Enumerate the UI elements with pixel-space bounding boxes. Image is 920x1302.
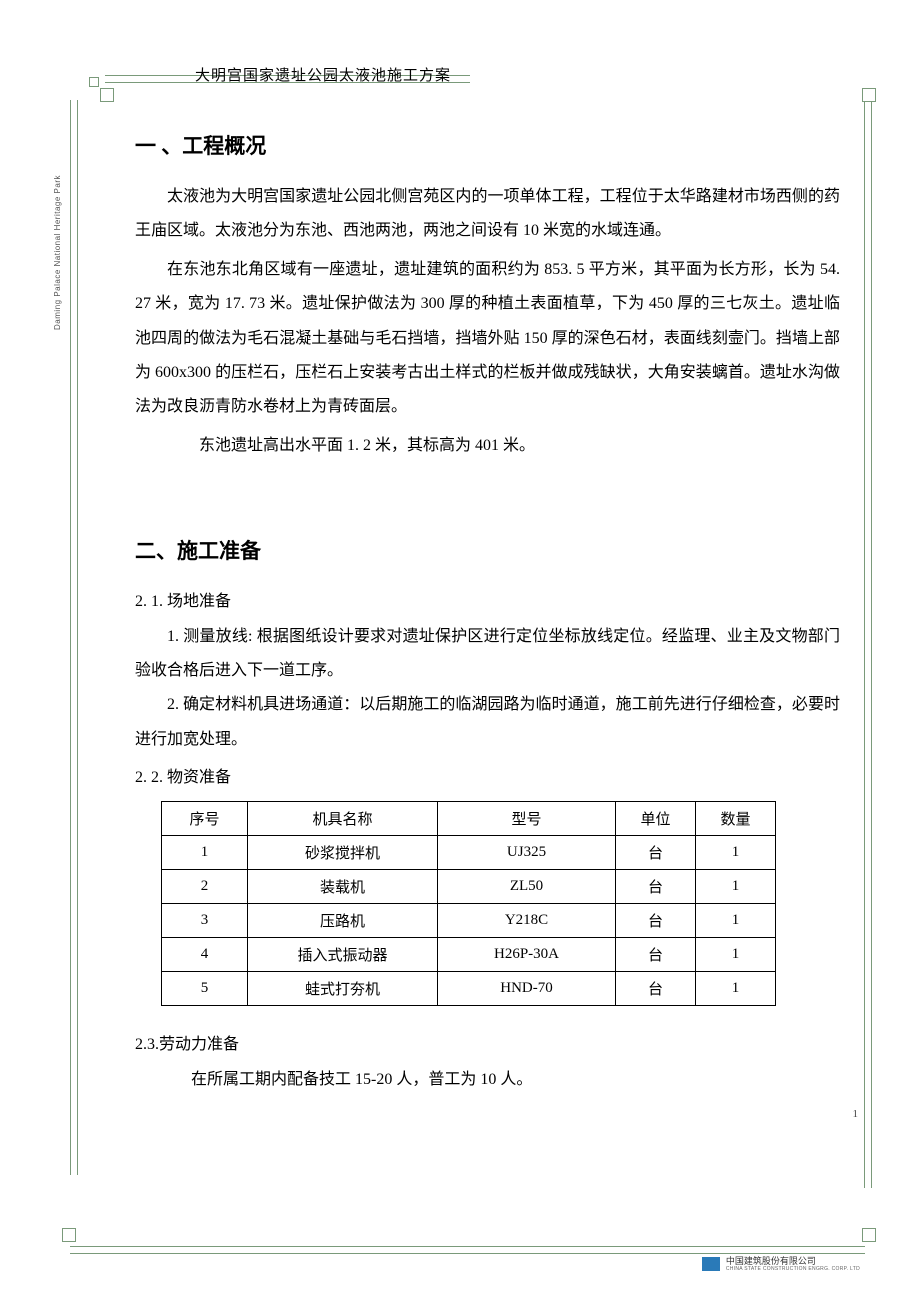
table-header-cell: 序号: [162, 802, 248, 836]
table-row: 2 装载机 ZL50 台 1: [162, 870, 776, 904]
frame-line: [77, 100, 78, 1175]
table-row: 5 蛙式打夯机 HND-70 台 1: [162, 972, 776, 1006]
side-label: Daming Palace National Heritage Park: [53, 175, 62, 330]
table-cell: 台: [616, 904, 696, 938]
table-cell: 3: [162, 904, 248, 938]
subsection-title: 2. 2. 物资准备: [135, 761, 840, 795]
table-cell: 砂浆搅拌机: [248, 836, 438, 870]
table-row: 4 插入式振动器 H26P-30A 台 1: [162, 938, 776, 972]
table-cell: 台: [616, 972, 696, 1006]
table-cell: 5: [162, 972, 248, 1006]
header-title: 大明宫国家遗址公园太液池施工方案: [195, 64, 451, 85]
table-cell: 4: [162, 938, 248, 972]
logo-icon: [702, 1257, 720, 1271]
table-cell: 1: [162, 836, 248, 870]
table-cell: H26P-30A: [438, 938, 616, 972]
subsection-title: 2. 1. 场地准备: [135, 585, 840, 619]
page-number: 1: [853, 1108, 859, 1120]
footer-text: 中国建筑股份有限公司 CHINA STATE CONSTRUCTION ENGR…: [726, 1257, 860, 1272]
frame-line: [70, 100, 71, 1175]
table-header-cell: 单位: [616, 802, 696, 836]
table-cell: HND-70: [438, 972, 616, 1006]
frame-ornament: [89, 77, 99, 87]
paragraph: 太液池为大明宫国家遗址公园北侧宫苑区内的一项单体工程，工程位于太华路建材市场西侧…: [135, 180, 840, 249]
page: 大明宫国家遗址公园太液池施工方案 Daming Palace National …: [0, 0, 920, 1302]
table-row: 3 压路机 Y218C 台 1: [162, 904, 776, 938]
content-area: 一 、工程概况 太液池为大明宫国家遗址公园北侧宫苑区内的一项单体工程，工程位于太…: [135, 120, 840, 1097]
table-cell: 1: [696, 972, 776, 1006]
table-body: 1 砂浆搅拌机 UJ325 台 1 2 装载机 ZL50 台 1 3 压路机 Y…: [162, 836, 776, 1006]
frame-ornament: [862, 88, 876, 102]
footer-company-en: CHINA STATE CONSTRUCTION ENGRG. CORP. LT…: [726, 1267, 860, 1273]
table-cell: 台: [616, 870, 696, 904]
frame-ornament: [862, 1228, 876, 1242]
paragraph: 2. 确定材料机具进场通道：以后期施工的临湖园路为临时通道，施工前先进行仔细检查…: [135, 688, 840, 757]
frame-line: [70, 1253, 865, 1254]
table-cell: 1: [696, 836, 776, 870]
materials-table: 序号 机具名称 型号 单位 数量 1 砂浆搅拌机 UJ325 台 1 2 装载机: [161, 801, 776, 1006]
table-cell: 台: [616, 938, 696, 972]
table-header-cell: 数量: [696, 802, 776, 836]
table-header-cell: 型号: [438, 802, 616, 836]
table-cell: 1: [696, 870, 776, 904]
paragraph: 在东池东北角区域有一座遗址，遗址建筑的面积约为 853. 5 平方米，其平面为长…: [135, 253, 840, 425]
table-cell: 插入式振动器: [248, 938, 438, 972]
table-cell: ZL50: [438, 870, 616, 904]
paragraph: 1. 测量放线: 根据图纸设计要求对遗址保护区进行定位坐标放线定位。经监理、业主…: [135, 620, 840, 689]
table-cell: 装载机: [248, 870, 438, 904]
table-cell: 2: [162, 870, 248, 904]
paragraph: 在所属工期内配备技工 15-20 人，普工为 10 人。: [135, 1063, 840, 1097]
frame-line: [70, 1246, 865, 1247]
table-cell: 1: [696, 904, 776, 938]
paragraph: 东池遗址高出水平面 1. 2 米，其标高为 401 米。: [135, 429, 840, 463]
table-cell: 1: [696, 938, 776, 972]
footer-logo: 中国建筑股份有限公司 CHINA STATE CONSTRUCTION ENGR…: [702, 1257, 860, 1272]
table-cell: 蛙式打夯机: [248, 972, 438, 1006]
frame-ornament: [62, 1228, 76, 1242]
table-cell: Y218C: [438, 904, 616, 938]
subsection-title: 2.3.劳动力准备: [135, 1028, 840, 1062]
section-heading-2: 二、施工准备: [135, 535, 840, 565]
table-header-row: 序号 机具名称 型号 单位 数量: [162, 802, 776, 836]
table-header-cell: 机具名称: [248, 802, 438, 836]
table-cell: 台: [616, 836, 696, 870]
table-row: 1 砂浆搅拌机 UJ325 台 1: [162, 836, 776, 870]
frame-line: [864, 100, 865, 1188]
section-heading-1: 一 、工程概况: [135, 130, 840, 160]
table-cell: 压路机: [248, 904, 438, 938]
frame-line: [871, 100, 872, 1188]
frame-ornament: [100, 88, 114, 102]
table-cell: UJ325: [438, 836, 616, 870]
